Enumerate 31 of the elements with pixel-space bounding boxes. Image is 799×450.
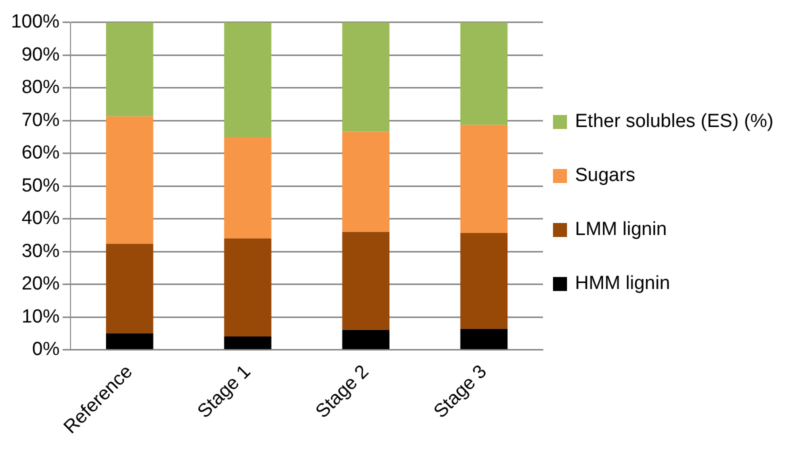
bar bbox=[224, 238, 272, 336]
y-tick-label: 30% bbox=[22, 240, 60, 262]
y-tick-label: 80% bbox=[22, 77, 60, 98]
y-tick-label: 100% bbox=[10, 12, 60, 33]
legend-label: HMM lignin bbox=[575, 272, 670, 296]
y-tick-label: 10% bbox=[22, 306, 60, 328]
y-tick-label: 0% bbox=[32, 339, 60, 360]
bar bbox=[106, 244, 154, 334]
bar bbox=[460, 328, 508, 350]
bar bbox=[342, 22, 390, 132]
bar bbox=[342, 330, 390, 350]
bar bbox=[460, 22, 508, 125]
legend-label: Sugars bbox=[575, 164, 636, 188]
bar bbox=[460, 232, 508, 329]
y-tick-label: 90% bbox=[22, 44, 60, 66]
bar bbox=[106, 116, 154, 244]
legend-label: Ether solubles (ES) (%) bbox=[575, 110, 774, 134]
bar bbox=[342, 132, 390, 232]
y-tick-label: 40% bbox=[22, 208, 60, 230]
bar bbox=[460, 124, 508, 233]
bar bbox=[106, 22, 154, 116]
bar bbox=[342, 232, 390, 330]
bar bbox=[106, 333, 154, 350]
y-tick-label: 70% bbox=[22, 110, 60, 131]
legend-label: LMM lignin bbox=[575, 218, 667, 242]
y-tick-label: 60% bbox=[22, 142, 60, 164]
bar bbox=[224, 336, 272, 350]
bar bbox=[224, 22, 272, 138]
y-tick-label: 20% bbox=[22, 274, 60, 295]
bar bbox=[224, 137, 272, 239]
y-tick-label: 50% bbox=[22, 175, 60, 196]
